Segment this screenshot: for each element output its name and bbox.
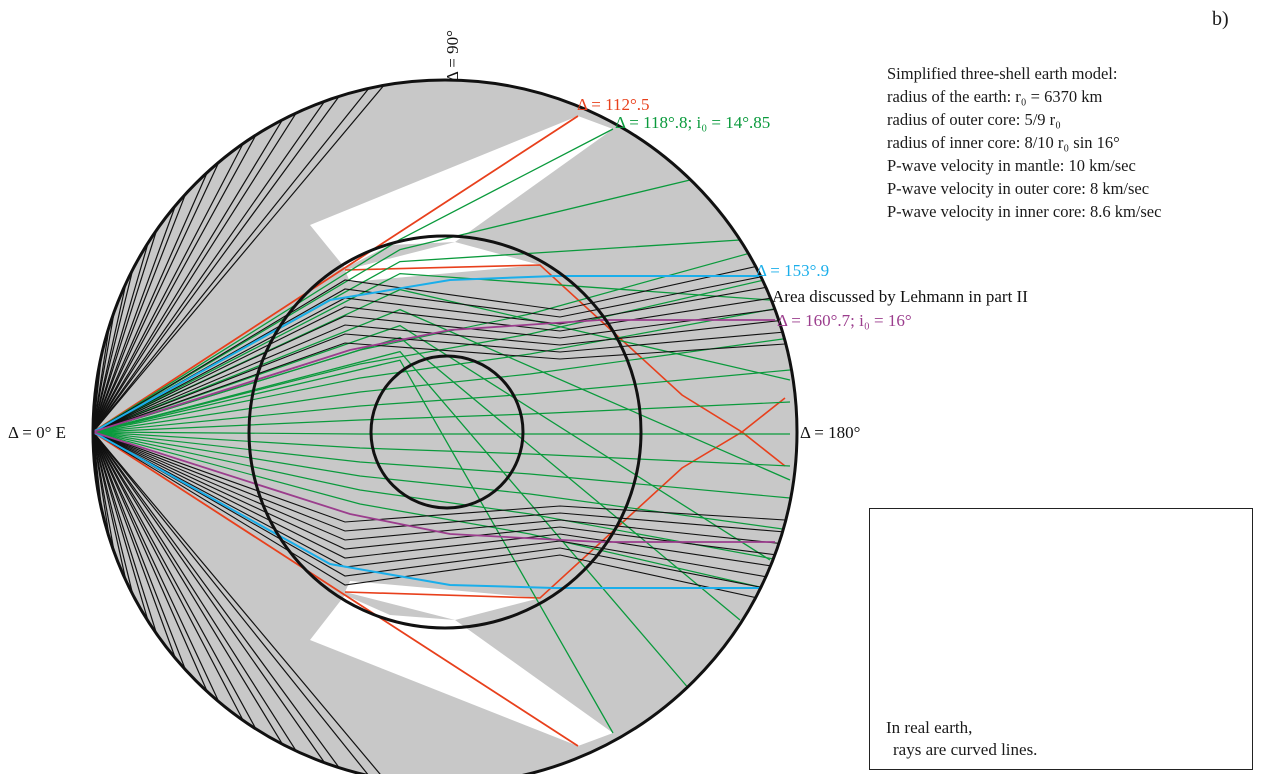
red-ray (344, 431, 786, 599)
core-ray (93, 319, 786, 433)
green-ray (93, 241, 791, 433)
blue-ray (93, 431, 760, 589)
green-ray (93, 431, 791, 467)
core-ray (93, 283, 786, 433)
green-ray (93, 128, 614, 433)
core-shadow-upper (345, 242, 540, 282)
label-delta-153: Δ = 153°.9 (756, 261, 829, 280)
mantle-ray (93, 205, 176, 433)
green-ray (93, 337, 791, 433)
core-ray (93, 431, 786, 593)
earth-surface (91, 78, 799, 774)
mantle-ray (93, 143, 244, 433)
mantle-ray (93, 172, 208, 433)
green-ray (93, 359, 614, 734)
core-ray (93, 431, 786, 569)
green-ray (93, 431, 791, 499)
red-ray (344, 264, 786, 433)
panel-label: b) (1212, 8, 1229, 30)
mantle-ray (93, 431, 385, 774)
mantle-ray (93, 229, 158, 433)
green-ray (93, 179, 691, 433)
inset-caption-2: rays are curved lines. (893, 740, 1038, 759)
mantle-ray (93, 431, 208, 692)
mantle-ray (93, 431, 110, 538)
mantle-ray (93, 431, 149, 622)
mantle-ray (93, 431, 176, 659)
green-ray (93, 324, 771, 561)
mantle-ray (93, 431, 134, 595)
mantle-ray (93, 431, 326, 764)
green-ray (93, 308, 791, 481)
inset-caption-1: In real earth, (886, 718, 973, 737)
model-line: P-wave velocity in outer core: 8 km/sec (887, 179, 1150, 198)
core-ray (93, 431, 786, 545)
label-delta-0: Δ = 0° E (8, 423, 66, 442)
model-title: Simplified three-shell earth model: (887, 64, 1118, 83)
mantle-ray (93, 95, 340, 433)
green-ray (93, 431, 791, 595)
mantle-ray (93, 431, 158, 635)
label-delta-112: Δ = 112°.5 (577, 95, 650, 114)
model-line: P-wave velocity in inner core: 8.6 km/se… (887, 202, 1162, 221)
mantle-ray (93, 112, 297, 433)
core-ray (93, 431, 786, 581)
mantle-ray (93, 242, 149, 433)
mantle-ray (93, 283, 127, 433)
core-ray (93, 295, 786, 433)
green-ray (93, 369, 791, 433)
mantle-ray (93, 87, 370, 433)
label-delta-90: Δ = 90° (443, 30, 462, 82)
core-ray (93, 259, 786, 433)
core-ray (93, 271, 786, 433)
model-line: radius of outer core: 5/9 r₀ (887, 110, 1061, 129)
mantle-ray (93, 431, 257, 730)
mantle-ray (93, 431, 283, 745)
mantle-ray (93, 431, 244, 721)
mantle-ray (93, 193, 187, 433)
mantle-ray (93, 326, 110, 433)
mantle-ray (93, 100, 326, 433)
mantle-ray (93, 431, 127, 581)
label-lehmann: Area discussed by Lehmann in part II (772, 287, 1028, 306)
purple-ray (93, 319, 775, 433)
mantle-ray (93, 431, 370, 774)
core-shadow-lower (345, 581, 540, 620)
mantle-ray (93, 431, 220, 702)
mantle-ray (93, 119, 283, 433)
inner-core (369, 354, 525, 510)
core-ray (93, 342, 786, 433)
label-delta-160: Δ = 160°.7; i₀ = 16° (777, 311, 912, 330)
model-line: radius of inner core: 8/10 r₀ sin 16° (887, 133, 1120, 152)
mantle-ray (93, 162, 220, 433)
core-ray (93, 431, 786, 523)
outer-core (247, 234, 643, 630)
green-ray (93, 431, 790, 435)
red-ray (93, 115, 579, 433)
inset-frame (869, 508, 1253, 770)
mantle-ray (93, 431, 297, 752)
core-ray (93, 331, 786, 433)
label-delta-118: Δ = 118°.8; i₀ = 14°.85 (615, 113, 770, 132)
core-ray (93, 307, 786, 433)
mantle-ray (93, 431, 340, 769)
mantle-ray (93, 431, 187, 671)
mantle-ray (93, 84, 385, 433)
model-line: P-wave velocity in mantle: 10 km/sec (887, 156, 1136, 175)
red-ray (93, 431, 579, 747)
green-ray (93, 401, 791, 433)
mantle-ray (93, 134, 257, 433)
label-delta-180: Δ = 180° (800, 423, 860, 442)
mantle-ray (93, 269, 134, 433)
blue-ray (93, 275, 760, 433)
green-ray (93, 350, 691, 691)
green-ray (93, 273, 791, 433)
purple-ray (93, 431, 775, 543)
model-line: radius of the earth: r₀ = 6370 km (887, 87, 1103, 106)
core-ray (93, 431, 786, 605)
green-ray (93, 431, 791, 563)
core-ray (93, 431, 786, 533)
green-ray (93, 305, 791, 433)
